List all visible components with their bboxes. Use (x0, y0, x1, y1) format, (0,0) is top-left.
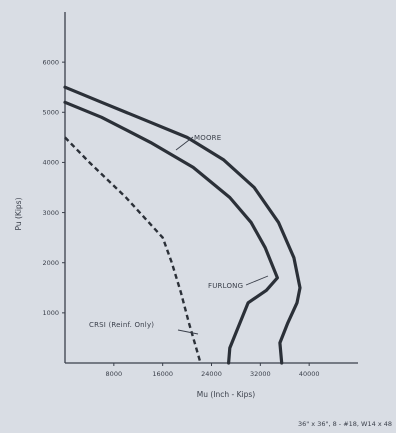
axes (64, 12, 358, 364)
y-axis-title: Pu (Kips) (14, 197, 23, 230)
furlong-label: FURLONG (208, 282, 243, 290)
x-tick-label: 24000 (201, 370, 222, 378)
y-tick-label: 4000 (42, 159, 59, 167)
ticks: 8000 16000 24000 32000 40000 1000 2000 3000 4000… (42, 58, 319, 378)
series-line-crsi-reinf-only (64, 136, 202, 364)
series-line-moore (63, 85, 302, 365)
crsi-label: CRSI (Reinf. Only) (89, 321, 154, 329)
y-tick-label: 6000 (42, 58, 59, 66)
x-tick-label: 32000 (250, 370, 271, 378)
y-tick-label: 5000 (42, 109, 59, 117)
x-tick-label: 16000 (152, 370, 173, 378)
y-tick-label: 1000 (42, 309, 59, 317)
y-tick-label: 2000 (42, 259, 59, 267)
figure-caption: 36" x 36", 8 - #18, W14 x 48 (298, 420, 392, 428)
crsi-leader-line (177, 329, 199, 335)
moore-leader-line (175, 136, 194, 151)
series-group (63, 85, 302, 365)
x-tick-label: 8000 (106, 370, 123, 378)
series-line-furlong (63, 100, 279, 365)
moore-label: MOORE (194, 134, 221, 142)
y-tick-label: 3000 (42, 209, 59, 217)
x-tick-label: 40000 (299, 370, 320, 378)
x-axis-title: Mu (Inch - Kips) (197, 390, 256, 399)
furlong-leader-line (245, 275, 269, 286)
